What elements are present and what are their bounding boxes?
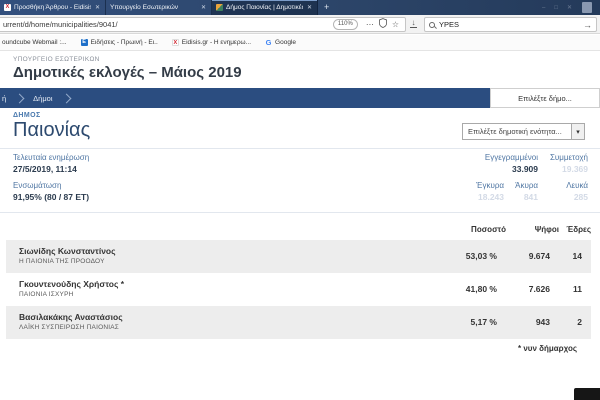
window-controls: – □ ✕: [542, 0, 572, 15]
municipal-unit-select-value: Επιλέξτε δημοτική ενότητα...: [468, 127, 562, 136]
window-close-icon[interactable]: ✕: [566, 5, 572, 11]
bookmark-google[interactable]: G Google: [265, 38, 296, 47]
bookmark-label: oundcube Webmail :...: [2, 39, 67, 46]
table-row[interactable]: Γκουντενούδης Χρήστος * ΠΑΙΟΝΙΑ ΙΣΧΥΡΗ 4…: [6, 273, 591, 306]
integration-label: Ενσωμάτωση: [13, 181, 62, 190]
valid-label: Έγκυρα: [476, 181, 504, 190]
shield-icon[interactable]: [378, 17, 387, 32]
search-bar[interactable]: →: [424, 17, 597, 32]
candidate-name: Γκουντενούδης Χρήστος *: [19, 279, 125, 289]
percent-value: 41,80 %: [465, 284, 497, 294]
municipal-unit-select[interactable]: Επιλέξτε δημοτική ενότητα... ▾: [462, 123, 585, 140]
party-name: Η ΠΑΙΟΝΙΑ ΤΗΣ ΠΡΟΟΔΟΥ: [19, 258, 105, 265]
tab-paionia-results-active[interactable]: Δήμος Παιονίας | Δημοτικές εκ ✕: [212, 0, 318, 15]
blank-value: 285: [573, 192, 588, 202]
bookmark-label: Eidisis.gr - Η ενημερω...: [181, 39, 252, 46]
candidate-name: Βασιλακάκης Αναστάσιος: [19, 312, 123, 322]
percent-value: 5,17 %: [470, 317, 497, 327]
tab-title: Δήμος Παιονίας | Δημοτικές εκ: [226, 4, 303, 11]
ministry-label: ΥΠΟΥΡΓΕΙΟ ΕΣΩΤΕΡΙΚΩΝ: [13, 56, 100, 63]
column-header-seats: Έδρες: [566, 225, 591, 234]
bookmark-roundcube[interactable]: oundcube Webmail :...: [2, 39, 67, 46]
candidate-name: Σιωνίδης Κωνσταντίνος: [19, 246, 116, 256]
last-update-label: Τελευταία ενημέρωση: [13, 153, 90, 162]
page-actions-icon[interactable]: ⋯: [365, 20, 374, 29]
table-row[interactable]: Βασιλακάκης Αναστάσιος ΛΑΪΚΗ ΣΥΣΠΕΙΡΩΣΗ …: [6, 306, 591, 339]
percent-value: 53,03 %: [465, 251, 497, 261]
party-name: ΠΑΙΟΝΙΑ ΙΣΧΥΡΗ: [19, 291, 74, 298]
valid-value: 18.243: [478, 192, 504, 202]
column-header-votes: Ψήφοι: [534, 225, 559, 234]
votes-value: 9.674: [528, 251, 550, 261]
tab-bar: X Προσθήκη Άρθρου - Eidisis.g ✕ Υπουργεί…: [0, 0, 600, 15]
bookmarks-bar: oundcube Webmail :... E Ειδήσεις - Πρωιν…: [0, 35, 600, 51]
page-title: Δημοτικές εκλογές – Μάιος 2019: [13, 64, 242, 81]
corner-widget[interactable]: [574, 388, 600, 400]
zoom-level-badge[interactable]: 110%: [332, 19, 358, 30]
breadcrumb-home-partial[interactable]: ή: [2, 93, 7, 103]
blank-label: Λευκά: [566, 181, 588, 190]
maximize-icon[interactable]: □: [554, 4, 558, 11]
titlebar-artifact: [582, 2, 592, 13]
eidisis-favicon-icon: X: [171, 39, 179, 46]
incumbent-mayor-footnote: * νυν δήμαρχος: [518, 344, 577, 353]
divider: [0, 148, 600, 149]
column-header-percent: Ποσοστό: [471, 225, 506, 234]
eidiseis-favicon-icon: E: [80, 39, 88, 46]
download-icon[interactable]: ↓: [410, 18, 417, 28]
seats-value: 14: [572, 251, 582, 261]
municipality-label: ΔΗΜΟΣ: [13, 112, 41, 119]
chevron-down-icon[interactable]: ▾: [571, 124, 584, 139]
new-tab-button[interactable]: +: [324, 2, 330, 12]
bookmark-label: Google: [275, 39, 296, 46]
seats-value: 2: [577, 317, 582, 327]
chevron-right-icon: [14, 93, 25, 103]
select-municipality-button[interactable]: Επιλέξτε δήμο...: [490, 88, 600, 108]
search-input[interactable]: [439, 20, 583, 29]
bookmark-eidiseis[interactable]: E Ειδήσεις - Πρωινή - Ει..: [80, 39, 158, 46]
search-icon: [429, 21, 435, 28]
tab-close-icon[interactable]: ✕: [94, 5, 100, 11]
tab-ministry-interior[interactable]: Υπουργείο Εσωτερικών ✕: [106, 0, 212, 15]
navigation-toolbar: urrent/d/home/municipalities/9041/ 110% …: [0, 15, 600, 34]
breadcrumb-municipalities[interactable]: Δήμοι: [33, 93, 53, 103]
google-favicon-icon: G: [265, 38, 272, 47]
registered-value: 33.909: [512, 164, 538, 174]
bookmark-star-icon[interactable]: ☆: [391, 20, 399, 29]
invalid-label: Άκυρα: [515, 181, 538, 190]
ypes-favicon-icon: [216, 4, 223, 11]
chevron-right-icon: [61, 93, 71, 103]
bookmark-label: Ειδήσεις - Πρωινή - Ει..: [90, 39, 158, 46]
votes-value: 7.626: [528, 284, 550, 294]
tab-eidisis-article[interactable]: X Προσθήκη Άρθρου - Eidisis.g ✕: [0, 0, 106, 15]
municipality-name: Παιονίας: [13, 119, 91, 141]
last-update-value: 27/5/2019, 11:14: [13, 164, 77, 174]
table-row[interactable]: Σιωνίδης Κωνσταντίνος Η ΠΑΙΟΝΙΑ ΤΗΣ ΠΡΟΟ…: [6, 240, 591, 273]
seats-value: 11: [573, 284, 582, 294]
breadcrumb-bar: ή Δήμοι Επιλέξτε δήμο...: [0, 88, 600, 108]
integration-value: 91,95% (80 / 87 ΕΤ): [13, 192, 90, 202]
turnout-value: 19.369: [562, 164, 588, 174]
url-bar[interactable]: urrent/d/home/municipalities/9041/ 110% …: [0, 17, 406, 32]
search-go-icon[interactable]: →: [583, 19, 592, 30]
votes-value: 943: [535, 317, 550, 327]
url-text[interactable]: urrent/d/home/municipalities/9041/: [3, 20, 118, 29]
turnout-label: Συμμετοχή: [549, 153, 588, 162]
party-name: ΛΑΪΚΗ ΣΥΣΠΕΙΡΩΣΗ ΠΑΙΟΝΙΑΣ: [19, 324, 119, 331]
tab-title: Υπουργείο Εσωτερικών: [110, 4, 179, 11]
invalid-value: 841: [523, 192, 538, 202]
minimize-icon[interactable]: –: [542, 4, 546, 11]
tab-title: Προσθήκη Άρθρου - Eidisis.g: [14, 4, 91, 11]
registered-label: Εγγεγραμμένοι: [484, 153, 538, 162]
divider: [0, 212, 600, 213]
tab-close-icon[interactable]: ✕: [200, 5, 206, 11]
eidisis-favicon-icon: X: [4, 4, 11, 11]
bookmark-eidisis[interactable]: X Eidisis.gr - Η ενημερω...: [171, 39, 252, 46]
tab-close-icon[interactable]: ✕: [306, 5, 312, 11]
